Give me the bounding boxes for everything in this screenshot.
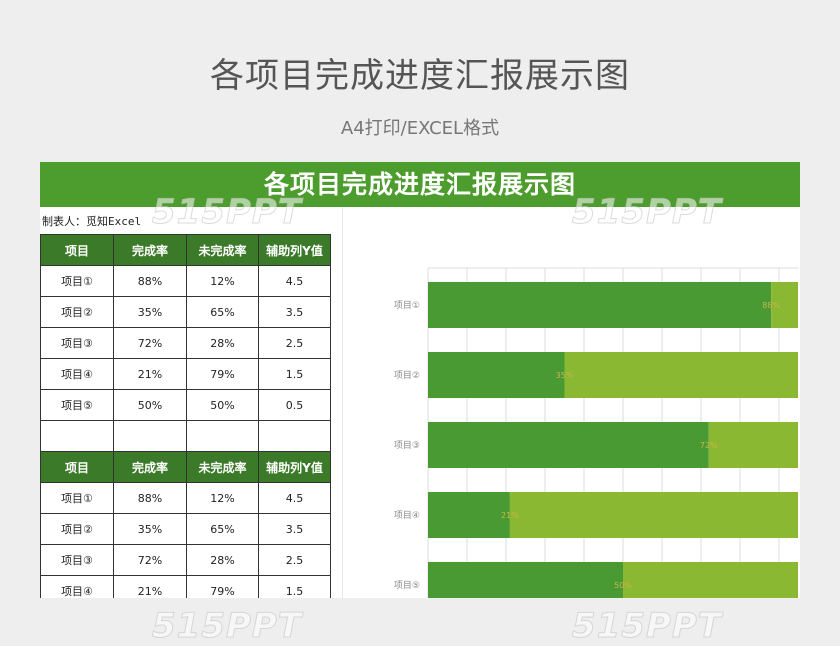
cell-helper-y[interactable]: 1.5 (258, 575, 331, 598)
bar-remaining (708, 422, 800, 468)
cell-completion[interactable]: 35% (113, 513, 187, 545)
bar-completed (428, 492, 510, 538)
bar-completed (428, 282, 772, 328)
cell-completion[interactable]: 21% (113, 358, 187, 390)
page-title: 各项目完成进度汇报展示图 (210, 56, 630, 96)
cell-completion[interactable]: 72% (113, 327, 187, 359)
bar-completed (428, 562, 623, 598)
cell-project[interactable]: 项目① (40, 482, 114, 514)
category-label: 项目③ (394, 440, 420, 451)
bar-remaining (623, 562, 800, 598)
header-incomplete: 未完成率 (186, 234, 259, 266)
table-row: 项目② 35% 65% 3.5 (40, 296, 331, 328)
cell-completion[interactable]: 35% (113, 296, 187, 328)
data-label: 35% (556, 371, 574, 380)
cell-completion[interactable]: 21% (113, 575, 187, 598)
data-label: 88% (762, 301, 780, 310)
category-label: 项目⑤ (394, 580, 420, 591)
bar-remaining (771, 282, 800, 328)
cell-incomplete[interactable]: 28% (186, 544, 259, 576)
cell-project[interactable]: 项目⑤ (40, 389, 114, 421)
cell-completion[interactable]: 88% (113, 265, 187, 297)
cell-incomplete[interactable]: 65% (186, 513, 259, 545)
data-label: 21% (501, 511, 519, 520)
table-row: 项目① 88% 12% 4.5 (40, 482, 331, 514)
cell-completion[interactable]: 88% (113, 482, 187, 514)
table-empty-row (40, 420, 331, 452)
cell-project[interactable]: 项目② (40, 513, 114, 545)
header-project: 项目 (40, 234, 114, 266)
chart-panel: 88% 项目① 35% 项目② 72% 项目③ 21% 项目④ 50% 项目⑤ (342, 208, 800, 598)
bar-completed (428, 422, 709, 468)
bar-remaining (564, 352, 800, 398)
cell-project[interactable]: 项目④ (40, 575, 114, 598)
header-helper-y: 辅助列Y值 (258, 451, 331, 483)
header-completion: 完成率 (113, 451, 187, 483)
cell-helper-y[interactable]: 3.5 (258, 296, 331, 328)
header-helper-y: 辅助列Y值 (258, 234, 331, 266)
cell-incomplete[interactable]: 79% (186, 575, 259, 598)
cell-incomplete[interactable]: 28% (186, 327, 259, 359)
watermark: 515PPT (571, 606, 723, 646)
cell-helper-y[interactable]: 0.5 (258, 389, 331, 421)
table-row: 项目④ 21% 79% 1.5 (40, 358, 331, 390)
category-label: 项目① (394, 300, 420, 311)
cell-helper-y[interactable]: 4.5 (258, 265, 331, 297)
header-completion: 完成率 (113, 234, 187, 266)
cell-completion[interactable]: 50% (113, 389, 187, 421)
table-header-row: 项目 完成率 未完成率 辅助列Y值 (40, 234, 331, 266)
cell-project[interactable]: 项目③ (40, 327, 114, 359)
progress-table-1: 项目 完成率 未完成率 辅助列Y值 项目① 88% 12% 4.5 项目② 35% 65% 3… (40, 234, 331, 598)
maker-label: 制表人：觅知Excel (42, 215, 142, 228)
page-subtitle: A4打印/EXCEL格式 (340, 118, 500, 139)
table-cell[interactable] (258, 420, 331, 452)
cell-helper-y[interactable]: 2.5 (258, 327, 331, 359)
data-label: 50% (614, 581, 632, 590)
cell-project[interactable]: 项目① (40, 265, 114, 297)
cell-project[interactable]: 项目② (40, 296, 114, 328)
sheet-banner: 各项目完成进度汇报展示图 (40, 162, 800, 207)
table-row: 项目① 88% 12% 4.5 (40, 265, 331, 297)
cell-project[interactable]: 项目③ (40, 544, 114, 576)
bar-completed (428, 352, 565, 398)
cell-helper-y[interactable]: 4.5 (258, 482, 331, 514)
table-cell[interactable] (40, 420, 114, 452)
header-incomplete: 未完成率 (186, 451, 259, 483)
header-project: 项目 (40, 451, 114, 483)
cell-incomplete[interactable]: 50% (186, 389, 259, 421)
watermark: 515PPT (151, 606, 303, 646)
category-label: 项目② (394, 370, 420, 381)
category-label: 项目④ (394, 510, 420, 521)
cell-project[interactable]: 项目④ (40, 358, 114, 390)
table-cell[interactable] (113, 420, 187, 452)
table-row: 项目③ 72% 28% 2.5 (40, 544, 331, 576)
table-row: 项目② 35% 65% 3.5 (40, 513, 331, 545)
table-cell[interactable] (186, 420, 259, 452)
table-header-row: 项目 完成率 未完成率 辅助列Y值 (40, 451, 331, 483)
cell-incomplete[interactable]: 12% (186, 482, 259, 514)
bar-remaining (509, 492, 800, 538)
stacked-bar-chart: 88% 项目① 35% 项目② 72% 项目③ 21% 项目④ 50% 项目⑤ (394, 267, 800, 598)
cell-incomplete[interactable]: 79% (186, 358, 259, 390)
spreadsheet-sheet: 各项目完成进度汇报展示图 制表人：觅知Excel 项目 完成率 未完成率 辅助列… (40, 162, 800, 598)
table-row: 项目③ 72% 28% 2.5 (40, 327, 331, 359)
data-label: 72% (700, 441, 718, 450)
cell-helper-y[interactable]: 3.5 (258, 513, 331, 545)
cell-incomplete[interactable]: 12% (186, 265, 259, 297)
cell-helper-y[interactable]: 2.5 (258, 544, 331, 576)
table-row: 项目④ 21% 79% 1.5 (40, 575, 331, 598)
cell-incomplete[interactable]: 65% (186, 296, 259, 328)
table-row: 项目⑤ 50% 50% 0.5 (40, 389, 331, 421)
cell-helper-y[interactable]: 1.5 (258, 358, 331, 390)
cell-completion[interactable]: 72% (113, 544, 187, 576)
